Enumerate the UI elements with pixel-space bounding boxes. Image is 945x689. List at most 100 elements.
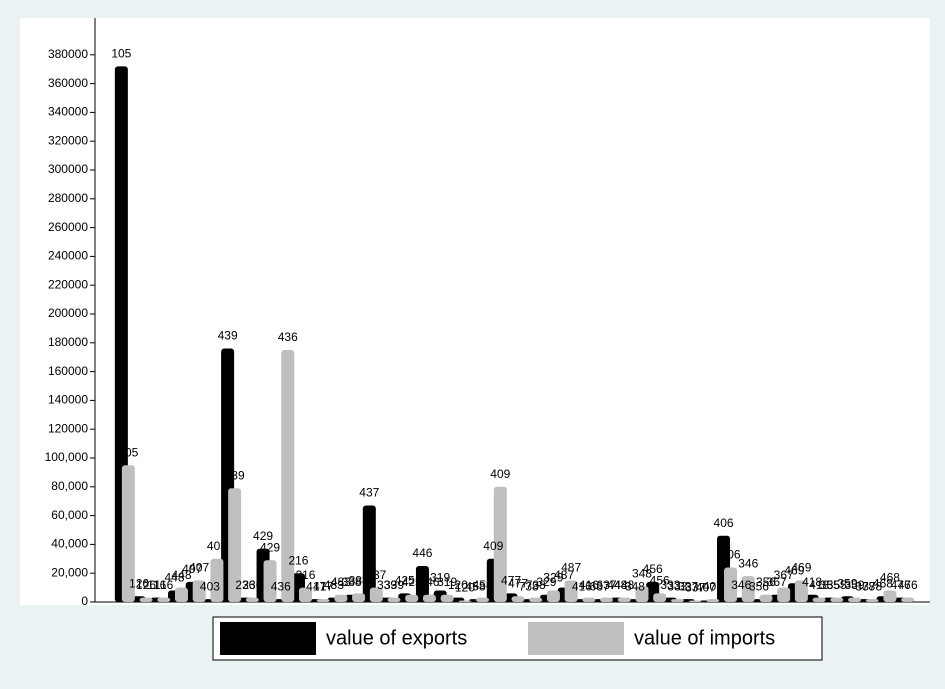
bar-label: 448 — [614, 578, 634, 592]
bar-label: 116 — [154, 578, 173, 592]
bar-label: 236 — [235, 578, 255, 592]
bar — [139, 597, 153, 602]
bar — [759, 594, 773, 602]
bar-label: 468 — [880, 571, 900, 585]
bar-label: 348 — [625, 579, 645, 593]
bar-label: 436 — [278, 330, 298, 344]
bar-label: 429 — [260, 540, 280, 554]
bar-label: 458 — [473, 578, 493, 592]
bar-label: 348 — [632, 566, 652, 580]
legend-label: value of exports — [326, 627, 467, 649]
bar — [511, 596, 525, 602]
y-tick-label: 280000 — [48, 191, 88, 205]
bar-label: 339 — [384, 578, 404, 592]
bar-label: 337 — [685, 581, 705, 595]
y-tick-label: 160000 — [48, 364, 88, 378]
bar-label: 319 — [430, 571, 450, 585]
bar-label: 448 — [607, 578, 627, 592]
bar-label: 487 — [554, 568, 574, 582]
bar — [387, 597, 401, 602]
bar-label: 355 — [820, 578, 840, 592]
bar-label: 477 — [508, 576, 528, 590]
y-tick-label: 200000 — [48, 306, 88, 320]
bar — [777, 587, 791, 602]
y-tick-label: 80,000 — [51, 479, 88, 493]
bar-label: 409 — [490, 467, 510, 481]
bar — [493, 486, 507, 602]
bar — [617, 597, 631, 602]
y-tick-label: 380000 — [48, 47, 88, 61]
bar — [670, 599, 684, 602]
bar — [245, 597, 259, 602]
bar-label: 456 — [650, 574, 670, 588]
bar — [901, 597, 915, 602]
bar-label: 337 — [678, 579, 698, 593]
bar-label: 425 — [402, 575, 422, 589]
bar-label: 437 — [359, 486, 379, 500]
bar-label: 406 — [714, 516, 734, 530]
bar — [546, 590, 560, 602]
bar-label: 458 — [466, 579, 486, 593]
bar — [405, 594, 419, 602]
bar-label: 355 — [827, 578, 847, 592]
bar-label: 418 — [802, 575, 822, 589]
bar — [688, 600, 702, 602]
bar — [352, 593, 366, 602]
bar-label: 469 — [784, 563, 804, 577]
bar-label: 359 — [837, 576, 857, 590]
bar — [369, 587, 383, 602]
bar — [334, 594, 348, 602]
legend-label: value of imports — [634, 627, 775, 649]
bar — [706, 599, 720, 602]
bar-label: 407 — [189, 561, 209, 575]
bar-label: 637 — [590, 579, 610, 593]
y-tick-label: 320000 — [48, 133, 88, 147]
bar — [228, 488, 242, 602]
bar — [362, 505, 376, 602]
y-tick-label: 20,000 — [51, 565, 88, 579]
bar-label: 418 — [809, 578, 829, 592]
bar-label: 329 — [536, 575, 556, 589]
legend-swatch — [220, 622, 316, 655]
bar-label: 216 — [288, 553, 308, 567]
bar-label: 356 — [756, 575, 776, 589]
bar — [422, 594, 436, 602]
bar — [458, 600, 472, 602]
bar-label: 388 — [342, 575, 362, 589]
bar-label: 378 — [855, 579, 875, 593]
bar-label: 483 — [331, 575, 351, 589]
bar-label: 216 — [295, 568, 315, 582]
bar-label: 446 — [419, 575, 439, 589]
bar-label: 120 — [448, 578, 468, 592]
bar — [298, 587, 312, 602]
bar — [210, 558, 224, 602]
y-tick-label: 60,000 — [51, 508, 88, 522]
bar — [174, 587, 188, 602]
bar-label: 333 — [667, 579, 687, 593]
bar-label: 477 — [501, 574, 521, 588]
bar-label: 738 — [519, 579, 539, 593]
bar-label: 483 — [324, 578, 344, 592]
bar-label: 105 — [111, 46, 131, 60]
bar-label: 406 — [721, 548, 741, 562]
bar-label: 407 — [696, 581, 716, 595]
bar-label: 126 — [136, 578, 156, 592]
bar-label: 407 — [182, 562, 202, 576]
bar-label: 637 — [597, 578, 617, 592]
bar-label: 738 — [526, 578, 546, 592]
bar-label: 439 — [225, 468, 245, 482]
bar — [883, 590, 897, 602]
bar-label: 436 — [271, 579, 291, 593]
y-tick-label: 300000 — [48, 162, 88, 176]
bar — [830, 597, 844, 602]
bar-label: 456 — [643, 562, 663, 576]
bar-label: 388 — [349, 574, 369, 588]
bar-label: 236 — [242, 578, 262, 592]
bar — [812, 597, 826, 602]
y-tick-label: 0 — [81, 594, 88, 608]
bar — [316, 599, 330, 602]
bar-label: 367 — [767, 575, 787, 589]
bar-label: 468 — [873, 576, 893, 590]
bar-label: 105 — [118, 445, 138, 459]
bar — [635, 586, 649, 602]
